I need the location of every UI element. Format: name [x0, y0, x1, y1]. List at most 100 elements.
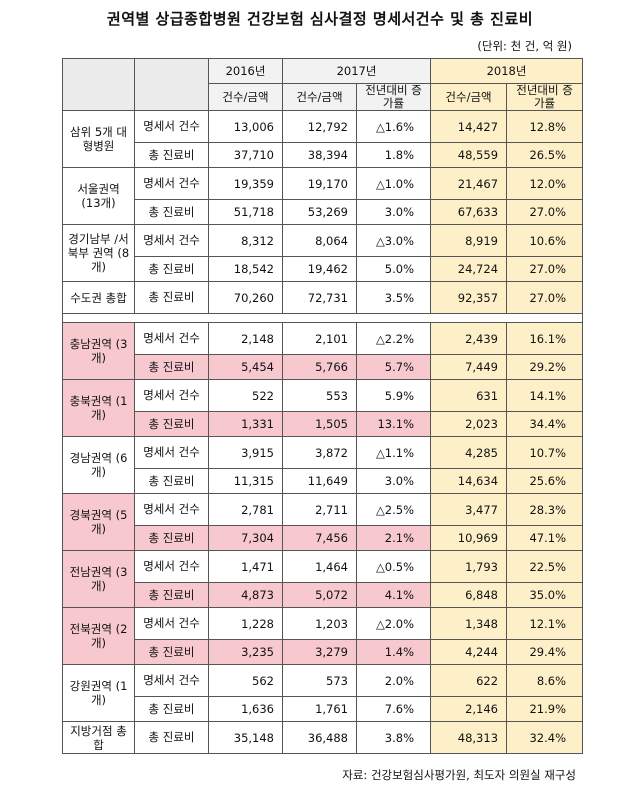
value-2017-cell: 36,488: [282, 721, 357, 754]
value-2016-cell: 51,718: [208, 199, 283, 225]
value-2017-cell: 3,279: [282, 639, 357, 665]
header-yoy-2018: 전년대비 증가률: [506, 83, 584, 111]
table-row: 경북권역 (5개) 명세서 건수 2,781 2,711 △2.5% 3,477 28.3%: [62, 493, 584, 551]
metric-cell: 총 진료비: [134, 256, 209, 282]
value-2017-cell: 5,766: [282, 354, 357, 380]
value-2018-cell: 1,348: [430, 607, 508, 640]
value-2016-cell: 522: [208, 379, 283, 412]
value-2017-cell: 72,731: [282, 281, 357, 314]
value-2018-cell: 6,848: [430, 582, 508, 608]
value-2017-cell: 553: [282, 379, 357, 412]
change-2018-cell: 32.4%: [506, 721, 584, 754]
metric-cell: 총 진료비: [134, 721, 209, 754]
value-2017-cell: 573: [282, 664, 357, 697]
table-row: 전남권역 (3개) 명세서 건수 1,471 1,464 △0.5% 1,793 22.5%: [62, 550, 584, 608]
value-2016-cell: 4,873: [208, 582, 283, 608]
change-2018-cell: 27.0%: [506, 256, 584, 282]
change-2018-cell: 29.2%: [506, 354, 584, 380]
table-row: 서울권역 (13개) 명세서 건수 19,359 19,170 △1.0% 21,467 1…: [62, 167, 584, 225]
value-2016-cell: 1,228: [208, 607, 283, 640]
table-row: 총 진료비 4,873 5,072 4.1% 6,848 35.0%: [63, 582, 584, 608]
value-2017-cell: 1,464: [282, 550, 357, 583]
value-2018-cell: 21,467: [430, 167, 508, 200]
table-row: 경남권역 (6개) 명세서 건수 3,915 3,872 △1.1% 4,285 10.7%: [62, 436, 584, 494]
value-2018-cell: 631: [430, 379, 508, 412]
metric-cell: 총 진료비: [134, 468, 209, 494]
value-2016-cell: 2,781: [208, 493, 283, 526]
value-2018-cell: 2,146: [430, 696, 508, 722]
region-cell: 충북권역 (1개): [62, 379, 135, 437]
header-2017: 2017년: [281, 58, 432, 84]
table-row: 총 진료비 11,315 11,649 3.0% 14,634 25.6%: [63, 468, 584, 494]
metric-cell: 총 진료비: [134, 199, 209, 225]
value-2016-cell: 1,636: [208, 696, 283, 722]
value-2016-cell: 562: [208, 664, 283, 697]
header-count-amount-2016: 건수/금액: [208, 83, 283, 111]
value-2018-cell: 48,559: [430, 142, 508, 168]
value-2017-cell: 12,792: [282, 110, 357, 143]
metric-cell: 총 진료비: [134, 639, 209, 665]
value-2017-cell: 2,711: [282, 493, 357, 526]
data-table: 2016년 2017년 2018년 건수/금액 건수/금액 전년대비 증가률 건…: [61, 58, 584, 754]
value-2016-cell: 13,006: [208, 110, 283, 143]
value-2016-cell: 8,312: [208, 224, 283, 257]
region-cell: 삼위 5개 대형병원: [62, 110, 135, 168]
value-2016-cell: 2,148: [208, 322, 283, 355]
table-row: 총 진료비 18,542 19,462 5.0% 24,724 27.0%: [63, 256, 584, 282]
change-2017-cell: 3.0%: [355, 468, 432, 494]
value-2017-cell: 1,505: [282, 411, 357, 437]
change-2017-cell: 7.6%: [355, 696, 432, 722]
table-row: 총 진료비 7,304 7,456 2.1% 10,969 47.1%: [63, 525, 584, 551]
header-count-amount-2018: 건수/금액: [430, 83, 508, 111]
value-2016-cell: 7,304: [208, 525, 283, 551]
value-2018-cell: 2,023: [430, 411, 508, 437]
change-2017-cell: 5.9%: [355, 379, 432, 412]
value-2016-cell: 70,260: [208, 281, 283, 314]
change-2018-cell: 10.7%: [506, 436, 584, 469]
change-2017-cell: △2.5%: [355, 493, 432, 526]
metric-cell: 명세서 건수: [134, 607, 209, 640]
region-cell: 강원권역 (1개): [62, 664, 135, 722]
region-cell: 수도권 총합: [62, 281, 135, 314]
value-2017-cell: 7,456: [282, 525, 357, 551]
change-2017-cell: △2.0%: [355, 607, 432, 640]
change-2017-cell: △0.5%: [355, 550, 432, 583]
table-row: 전북권역 (2개) 명세서 건수 1,228 1,203 △2.0% 1,348 12.1%: [62, 607, 584, 665]
change-2017-cell: 3.8%: [355, 721, 432, 754]
value-2016-cell: 1,331: [208, 411, 283, 437]
value-2018-cell: 3,477: [430, 493, 508, 526]
change-2017-cell: △1.6%: [355, 110, 432, 143]
value-2018-cell: 14,634: [430, 468, 508, 494]
change-2018-cell: 14.1%: [506, 379, 584, 412]
metric-cell: 총 진료비: [134, 696, 209, 722]
change-2018-cell: 12.1%: [506, 607, 584, 640]
value-2018-cell: 24,724: [430, 256, 508, 282]
change-2018-cell: 10.6%: [506, 224, 584, 257]
table-row: 충남권역 (3개) 명세서 건수 2,148 2,101 △2.2% 2,439 16.1%: [62, 322, 584, 380]
change-2018-cell: 22.5%: [506, 550, 584, 583]
metric-cell: 총 진료비: [134, 281, 209, 314]
metric-cell: 총 진료비: [134, 411, 209, 437]
table-row: 경기남부 /서북부 권역 (8개) 명세서 건수 8,312 8,064 △3.0% 8,…: [62, 224, 584, 282]
value-2018-cell: 622: [430, 664, 508, 697]
region-cell: 충남권역 (3개): [62, 322, 135, 380]
separator-cell: [61, 313, 584, 323]
change-2017-cell: △1.1%: [355, 436, 432, 469]
metric-cell: 총 진료비: [134, 142, 209, 168]
change-2017-cell: △2.2%: [355, 322, 432, 355]
value-2016-cell: 1,471: [208, 550, 283, 583]
section-separator: [61, 313, 584, 323]
change-2018-cell: 29.4%: [506, 639, 584, 665]
value-2016-cell: 35,148: [208, 721, 283, 754]
change-2018-cell: 26.5%: [506, 142, 584, 168]
header-2016: 2016년: [208, 58, 283, 84]
change-2017-cell: 13.1%: [355, 411, 432, 437]
total-row: 지방거점 총합 총 진료비 35,148 36,488 3.8% 48,313 32.4%: [62, 721, 584, 754]
value-2018-cell: 4,285: [430, 436, 508, 469]
region-cell: 경기남부 /서북부 권역 (8개): [62, 224, 135, 282]
header-yoy-2017: 전년대비 증가률: [355, 83, 432, 111]
table-row: 강원권역 (1개) 명세서 건수 562 573 2.0% 622 8.6%: [62, 664, 584, 722]
value-2016-cell: 18,542: [208, 256, 283, 282]
value-2016-cell: 19,359: [208, 167, 283, 200]
value-2018-cell: 8,919: [430, 224, 508, 257]
